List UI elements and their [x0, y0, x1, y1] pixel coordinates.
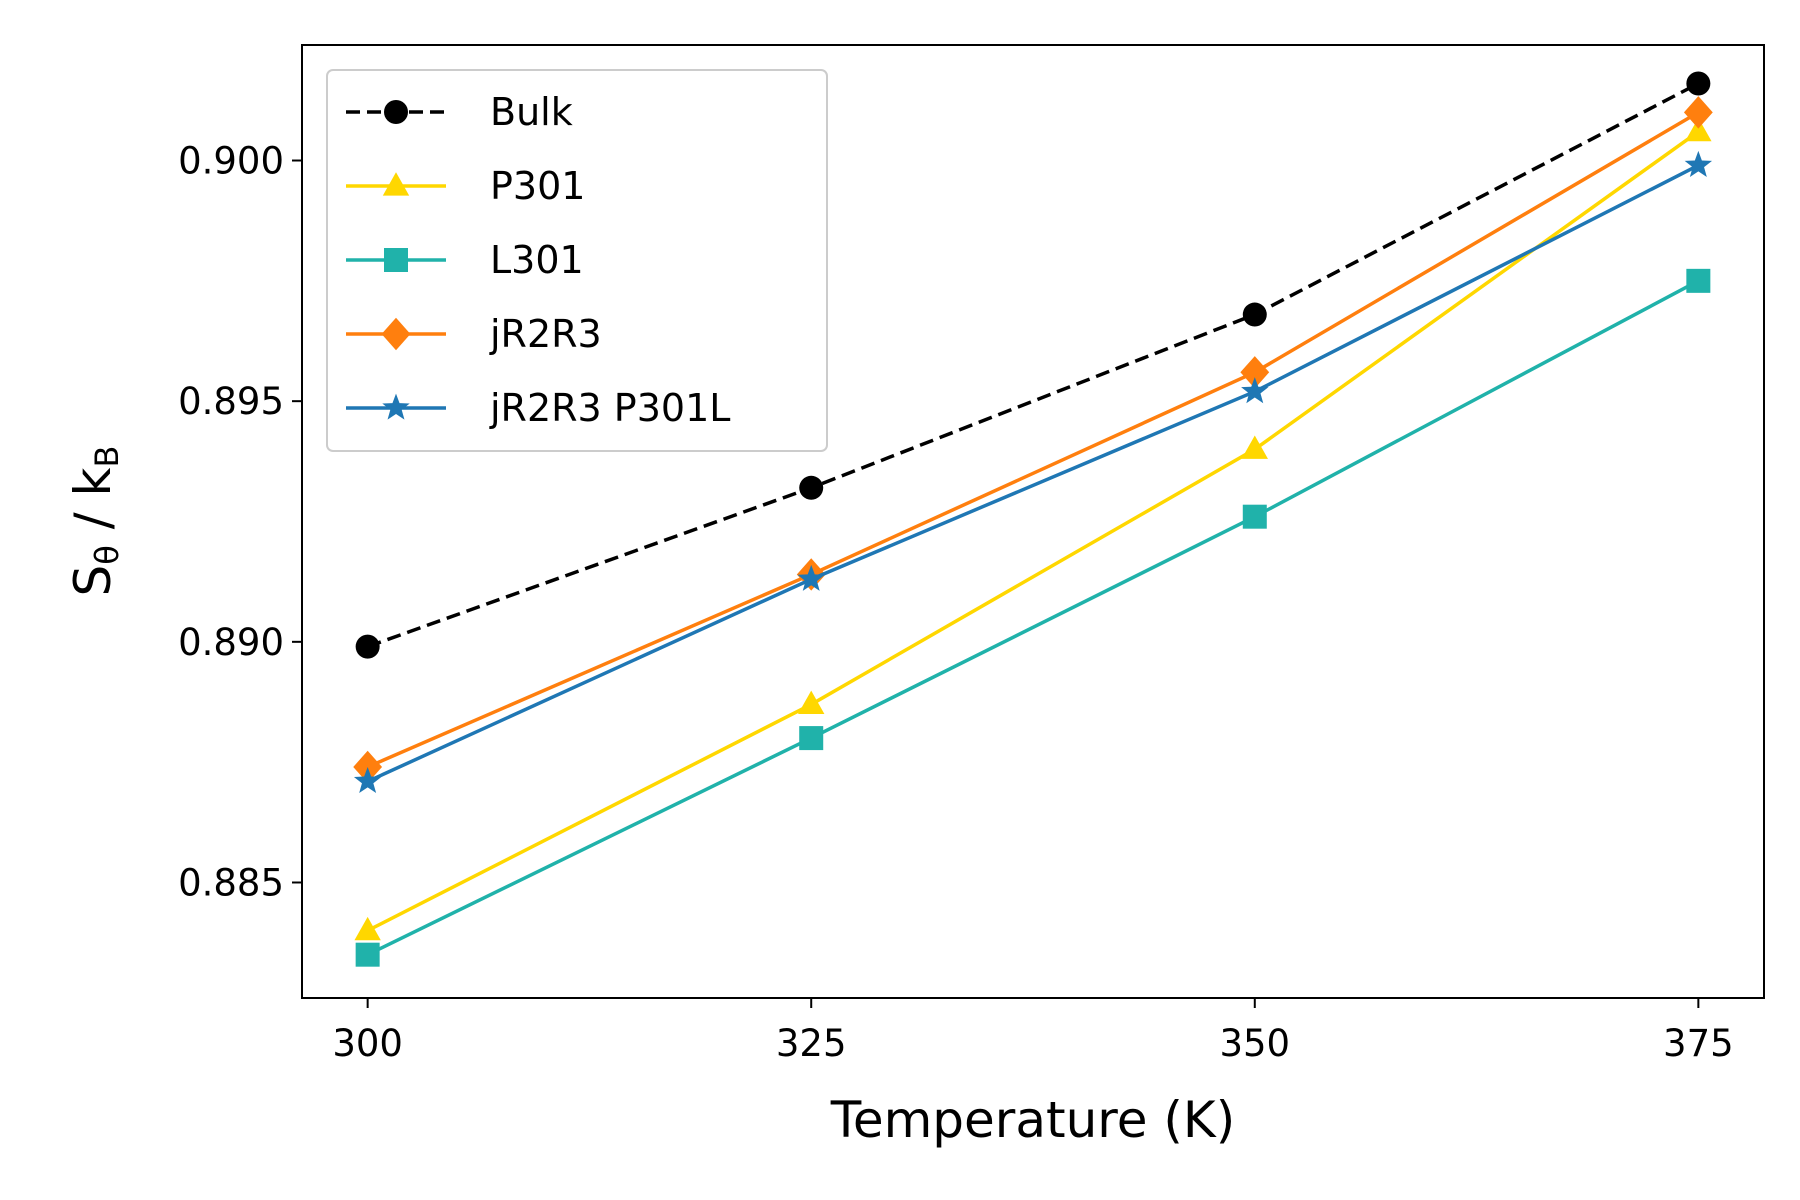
data-point-jr2r3-p301l	[1241, 377, 1269, 404]
y-tick-label: 0.890	[178, 621, 284, 664]
x-axis-ticks: 300 325 350 375	[332, 998, 1734, 1065]
x-tick-label: 375	[1663, 1022, 1734, 1065]
legend-marker-bulk	[384, 100, 408, 124]
y-tick-label: 0.885	[178, 861, 284, 904]
legend: Bulk P301 L301 jR2R3 jR2R3 P301L	[326, 69, 828, 452]
x-tick-label: 325	[776, 1022, 847, 1065]
legend-box	[326, 69, 828, 452]
data-point-bulk	[355, 634, 380, 659]
legend-marker-jr2r3	[381, 317, 411, 351]
legend-label-jr2r3: jR2R3	[489, 312, 602, 356]
series-layer	[353, 71, 1713, 967]
data-point-p301	[1685, 117, 1712, 142]
legend-label-l301: L301	[490, 238, 584, 282]
data-point-p301	[354, 916, 381, 941]
legend-marker-p301	[382, 172, 410, 196]
legend-label-jr2r3-p301l: jR2R3 P301L	[489, 386, 730, 430]
y-axis-title: Sθ / kB	[64, 446, 126, 597]
y-tick-label: 0.895	[178, 380, 284, 423]
legend-label-bulk: Bulk	[490, 90, 573, 134]
data-point-l301	[1242, 504, 1267, 529]
series-line-p301	[366, 130, 1700, 933]
series-line-jr2r3-p301l	[366, 163, 1700, 784]
data-point-jr2r3-p301l	[1684, 150, 1713, 177]
legend-marker-l301	[384, 248, 408, 272]
legend-label-p301: P301	[490, 164, 585, 208]
data-point-l301	[355, 942, 380, 967]
data-point-bulk	[1242, 302, 1267, 327]
series-line-bulk	[367, 81, 1700, 649]
series-p301	[354, 117, 1712, 941]
data-point-jr2r3	[1683, 96, 1713, 129]
y-axis-ticks: 0.885 0.890 0.895 0.900	[178, 140, 302, 904]
data-point-jr2r3-p301l	[797, 564, 825, 591]
data-point-bulk	[1686, 71, 1711, 96]
series-jr2r3-p301l	[353, 150, 1713, 794]
x-axis-title: Temperature (K)	[830, 1091, 1235, 1149]
data-point-l301	[799, 726, 824, 751]
series-line-jr2r3	[366, 110, 1700, 769]
data-point-p301	[1241, 435, 1268, 459]
data-point-jr2r3	[353, 750, 383, 784]
y-tick-label: 0.900	[178, 140, 284, 183]
series-bulk	[355, 71, 1711, 659]
data-point-p301	[798, 690, 825, 714]
data-point-jr2r3	[1240, 356, 1270, 389]
x-tick-label: 350	[1219, 1022, 1290, 1065]
legend-marker-jr2r3-p301l	[382, 393, 410, 420]
data-point-bulk	[799, 475, 824, 500]
series-l301	[355, 268, 1711, 967]
data-point-l301	[1686, 268, 1711, 293]
x-tick-label: 300	[332, 1022, 403, 1065]
data-point-jr2r3-p301l	[353, 767, 382, 794]
plot-frame	[301, 44, 1765, 999]
series-line-l301	[366, 279, 1700, 957]
